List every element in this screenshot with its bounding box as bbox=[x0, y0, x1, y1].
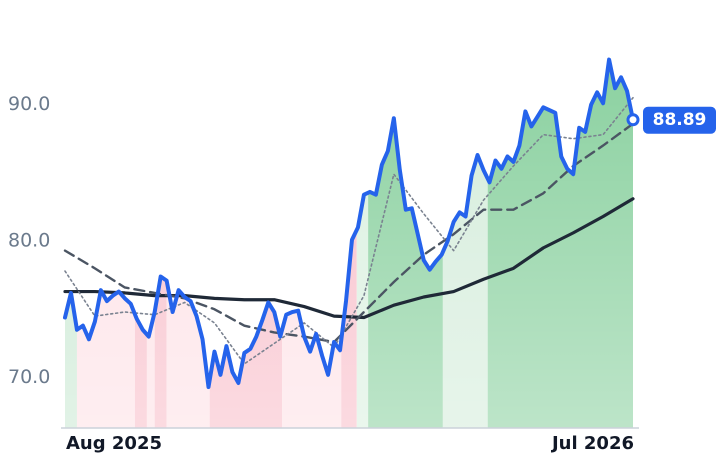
y-tick-label: 90.0 bbox=[8, 93, 50, 115]
last-value-badge bbox=[643, 106, 716, 134]
last-point bbox=[626, 113, 640, 127]
moving-average-line bbox=[64, 96, 634, 365]
y-tick-label: 70.0 bbox=[8, 366, 50, 388]
x-tick-label: Jul 2026 bbox=[550, 433, 634, 454]
price-area bbox=[65, 59, 633, 428]
y-tick-label: 80.0 bbox=[8, 230, 50, 252]
last-value-label: 88.89 bbox=[653, 110, 707, 130]
x-tick-label: Aug 2025 bbox=[66, 433, 162, 454]
moving-average-line bbox=[63, 197, 635, 320]
area-fade bbox=[65, 59, 633, 428]
price-line bbox=[63, 57, 635, 390]
